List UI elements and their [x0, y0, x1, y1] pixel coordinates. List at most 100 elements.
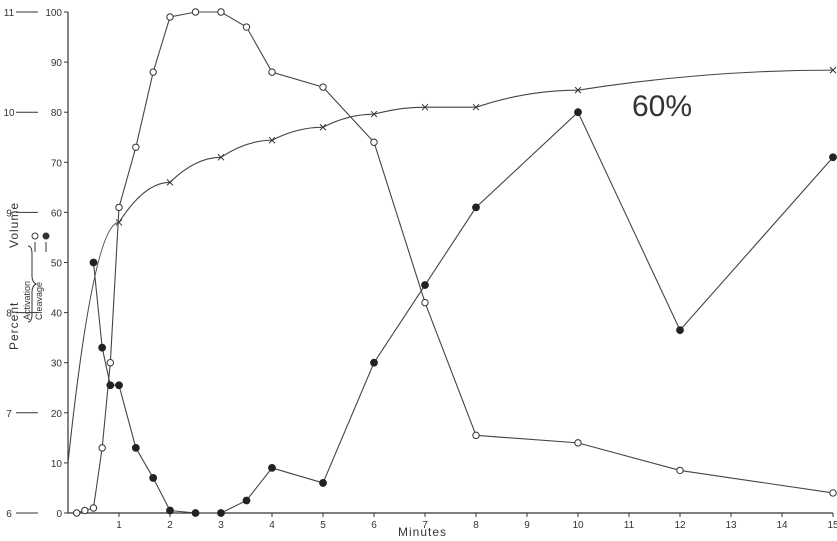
point-activation — [574, 439, 582, 447]
point-activation — [421, 298, 429, 307]
point-activation — [89, 504, 98, 512]
y-tick-label-percent: 40 — [51, 309, 63, 320]
point-cleavage — [106, 381, 115, 390]
series-line-cleavage — [92, 111, 834, 514]
y-tick-label-percent: 50 — [51, 259, 63, 270]
point-cleavage — [89, 258, 98, 267]
y-tick-label-percent: 0 — [56, 509, 62, 520]
y-tick-label-percent: 70 — [51, 158, 63, 169]
point-activation — [81, 506, 89, 515]
x-tick-label: 13 — [725, 520, 737, 531]
point-cleavage — [574, 108, 582, 117]
y-tick-label-percent: 20 — [51, 409, 63, 420]
x-tick-label: 15 — [827, 520, 837, 531]
legend-label-cleavage: Cleavage — [34, 282, 44, 320]
point-activation — [106, 359, 115, 367]
point-volume — [421, 103, 429, 111]
point-activation — [166, 13, 174, 21]
point-volume-stroke-b — [472, 103, 480, 111]
point-volume-stroke-b — [421, 103, 429, 111]
y-tick-label-volume: 6 — [6, 509, 12, 520]
point-cleavage — [131, 443, 140, 452]
curves — [67, 11, 834, 514]
x-tick-label: 5 — [320, 520, 326, 531]
y-tick-label-percent: 60 — [51, 208, 63, 219]
point-volume — [370, 110, 378, 118]
point-cleavage — [115, 381, 123, 390]
point-activation — [370, 138, 378, 146]
point-cleavage — [191, 509, 200, 517]
chart-annotation: 60% — [632, 90, 692, 123]
y-tick-label-percent: 80 — [51, 108, 63, 119]
point-volume-stroke-b — [115, 219, 123, 226]
point-cleavage — [242, 496, 251, 505]
x-tick-label: 8 — [473, 520, 479, 531]
y-tick-label-percent: 100 — [45, 8, 62, 19]
marks — [72, 8, 837, 517]
point-cleavage — [268, 464, 276, 472]
y-tick-label-percent: 90 — [51, 58, 63, 69]
point-activation — [242, 23, 251, 31]
point-activation — [72, 509, 81, 517]
x-tick-label: 14 — [776, 520, 788, 531]
y-tick-label-volume: 7 — [6, 409, 12, 420]
point-activation — [115, 203, 123, 212]
series-line-volume — [67, 69, 834, 463]
point-volume — [319, 123, 327, 131]
point-activation — [98, 444, 106, 452]
point-volume — [472, 103, 480, 111]
point-activation — [132, 143, 140, 151]
point-cleavage — [829, 153, 837, 162]
point-activation — [319, 83, 327, 91]
point-volume — [115, 219, 123, 226]
x-tick-label: 4 — [269, 520, 275, 531]
point-cleavage — [166, 506, 174, 515]
point-volume-stroke-b — [217, 153, 225, 161]
x-tick-label: 2 — [167, 520, 173, 531]
x-tick-label: 11 — [624, 520, 635, 531]
point-cleavage — [472, 203, 480, 212]
x-tick-label: 12 — [674, 520, 686, 531]
legend-marker-cleavage — [42, 232, 50, 240]
point-volume — [829, 66, 837, 74]
point-cleavage — [98, 343, 107, 352]
y-axis-title-group: Percent Volume Activation Cleavage — [7, 202, 50, 350]
point-cleavage — [676, 326, 684, 335]
point-activation — [191, 8, 200, 16]
point-activation — [829, 489, 837, 497]
x-tick-label: 6 — [371, 520, 377, 531]
point-activation — [217, 8, 225, 16]
point-activation — [268, 68, 276, 76]
y-tick-label-volume: 10 — [3, 108, 15, 119]
point-volume — [166, 178, 174, 186]
point-cleavage — [421, 281, 429, 289]
point-activation — [676, 466, 684, 475]
axes: 1 2 3 4 5 6 7 8 9 10 11 12 13 14 150102030405060708090… — [3, 8, 837, 531]
point-volume — [574, 86, 582, 94]
y-tick-label-percent: 30 — [51, 359, 63, 370]
point-volume-stroke-b — [319, 123, 327, 131]
point-cleavage — [319, 479, 327, 487]
x-tick-label: 1 — [116, 520, 122, 531]
point-cleavage — [149, 474, 158, 482]
point-volume-stroke-b — [370, 110, 378, 118]
point-cleavage — [370, 358, 378, 367]
x-axis-title: Minutes — [398, 525, 447, 539]
point-activation — [472, 431, 480, 440]
y-axis-title-percent: Percent — [7, 302, 21, 350]
point-volume — [268, 136, 276, 144]
point-activation — [149, 68, 157, 76]
y-axis-title-volume: Volume — [7, 202, 21, 248]
x-tick-label: 10 — [572, 520, 584, 531]
y-tick-label-percent: 10 — [51, 459, 63, 470]
point-volume-stroke-b — [574, 86, 582, 94]
y-tick-label-volume: 9 — [6, 208, 12, 219]
point-volume-stroke-b — [829, 66, 837, 74]
x-tick-label: 3 — [218, 520, 224, 531]
legend-marker-activation — [31, 232, 39, 240]
x-tick-label: 9 — [524, 520, 530, 531]
y-tick-label-volume: 11 — [4, 8, 15, 19]
series-line-activation — [76, 11, 834, 514]
y-tick-label-volume: 8 — [6, 309, 12, 320]
